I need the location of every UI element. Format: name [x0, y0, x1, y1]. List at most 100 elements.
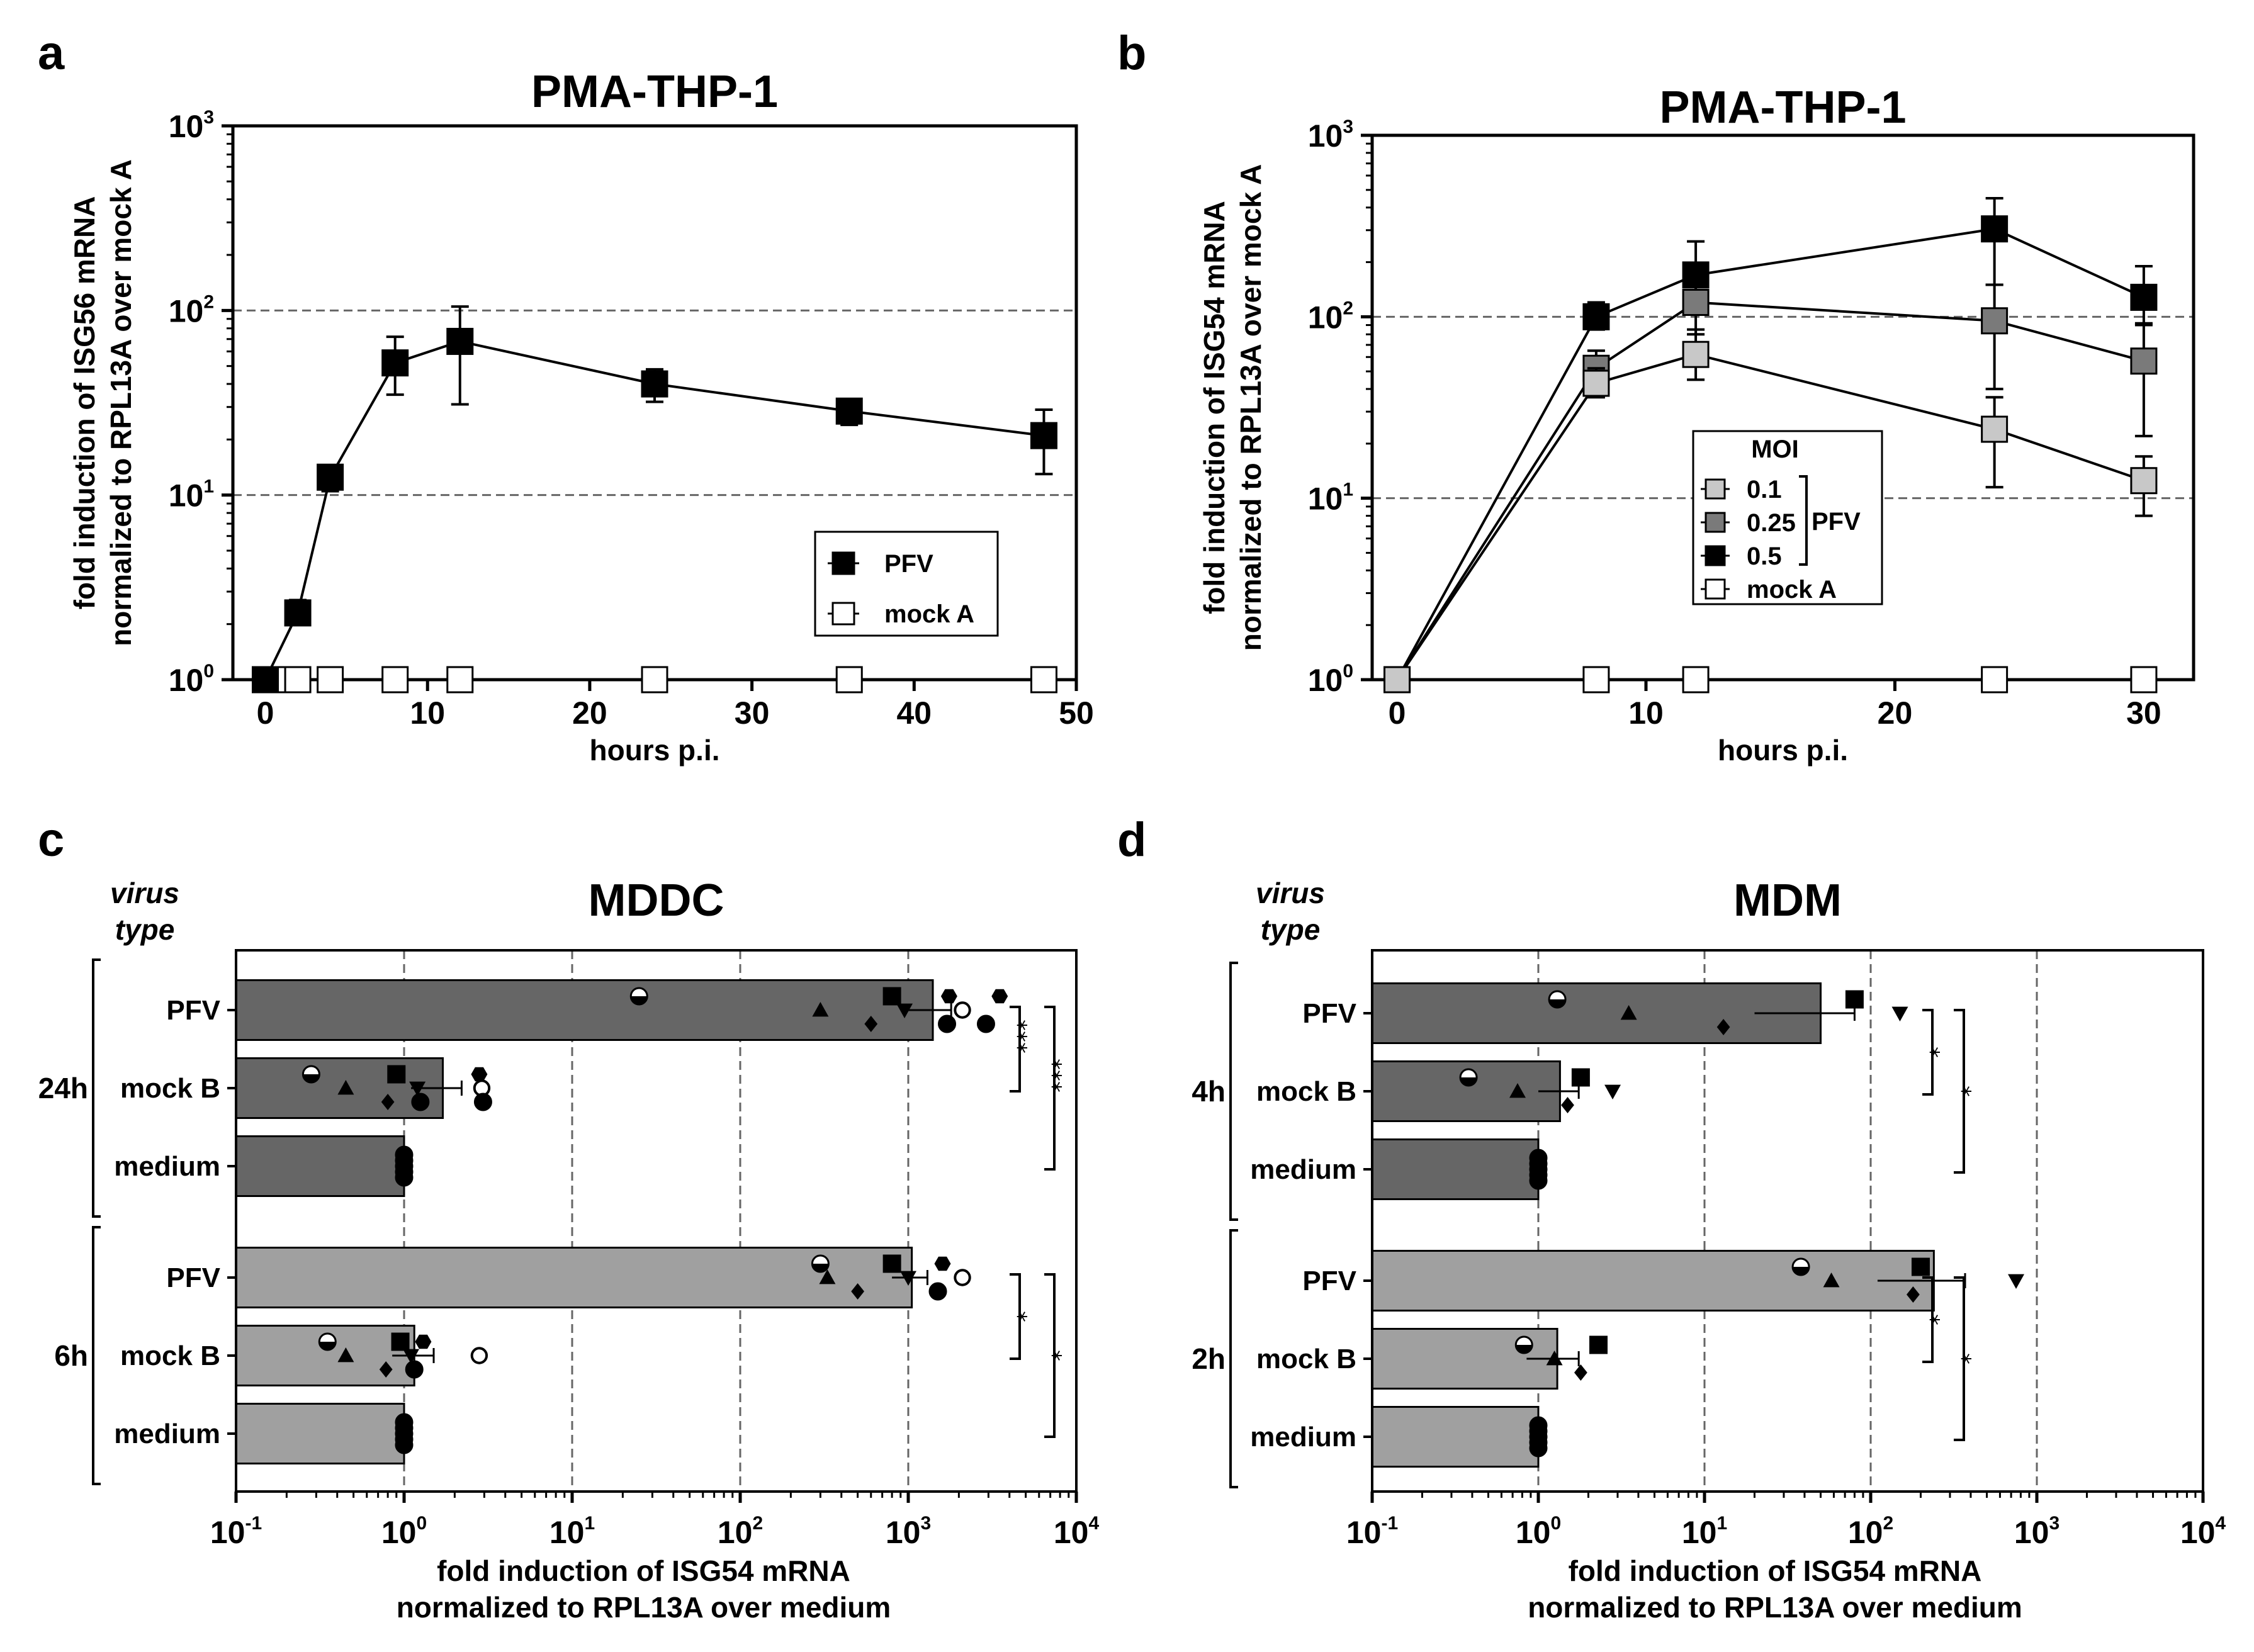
chart-c-sig-label-2: * [1013, 1311, 1039, 1322]
chart-b-ytick-label-0: 100 [1308, 661, 1353, 698]
chart-d-sig-label-3: * [1958, 1353, 1983, 1364]
chart-c-24h-pfv-point-0-half [631, 996, 648, 1004]
panel-d-label: d [1117, 813, 1146, 867]
chart-d-2h-pfv-point-0 [1791, 1257, 1810, 1276]
chart-c-24h-mockb-point-3 [387, 1065, 406, 1084]
chart-b-legend-marker-3 [1705, 578, 1726, 600]
chart-d-4h-pfv-label: PFV [1302, 998, 1356, 1029]
chart-c-24h-pfv-point-6 [940, 989, 957, 1004]
chart-d-2h-medium-label: medium [1250, 1422, 1356, 1453]
panel-b-label: b [1117, 26, 1146, 80]
chart-c-24h-mockb-point-4 [409, 1081, 426, 1096]
chart-d-group-bracket-1 [1229, 1229, 1238, 1488]
chart-d-2h-mockb-point-0 [1514, 1335, 1533, 1354]
chart-b-legend-label-3: mock A [1747, 576, 1837, 604]
chart-d-2h-mockb-label: mock B [1256, 1344, 1356, 1374]
chart-d-4h-medium-bar [1371, 1138, 1540, 1200]
chart-d-4h-medium-label: medium [1250, 1154, 1356, 1185]
chart-d-sig-bracket-3 [1954, 1276, 1965, 1441]
chart-d-2h-mockb-point-2 [1574, 1364, 1587, 1381]
chart-c-6h-medium-bar [235, 1403, 405, 1464]
panel-b-chart: PMA-THP-1 100 101 102 103 0 10 20 30 hours p.i. fo… [1198, 82, 2195, 767]
chart-b-ylabel-2: normalized to RPL13A over mock A [1234, 164, 1267, 651]
chart-a-series-pfv-point-6 [835, 397, 863, 425]
chart-c-6h-pfv-point-2 [851, 1283, 865, 1300]
chart-b-series-01-point-2 [1682, 340, 1710, 368]
chart-d-2h-mockb-point-3 [1589, 1335, 1608, 1354]
chart-b-xtick-label-1: 10 [1628, 695, 1664, 731]
chart-b-series-05-point-3 [1981, 215, 2009, 243]
chart-d-xtick-label-5: 104 [2180, 1513, 2226, 1550]
chart-d-xtick-label-1: 100 [1516, 1513, 1561, 1550]
chart-a-ylabel-1: fold induction of ISG56 mRNA [68, 196, 101, 610]
chart-b-series-01-point-3 [1981, 415, 2009, 443]
chart-b-series-mocka-point-3 [1981, 666, 2009, 694]
chart-c-6h-mockb-label: mock B [120, 1340, 220, 1371]
chart-c-xtick-label-3: 102 [718, 1513, 763, 1550]
chart-d-xtick-label-2: 101 [1682, 1513, 1727, 1550]
chart-c-6h-pfv-label: PFV [166, 1262, 220, 1293]
panel-c-chart: MDDC virus type PFV mock B medium 24h PFV mock B… [38, 875, 1100, 1624]
chart-a-xtick-label-1: 10 [410, 695, 445, 731]
chart-c-6h-pfv-point-5 [928, 1282, 947, 1301]
chart-c-group-bracket-1 [92, 1226, 101, 1485]
chart-d-2h-medium-point-4 [1529, 1439, 1548, 1458]
chart-c-24h-pfv-point-4 [896, 1003, 913, 1018]
chart-c-6h-pfv-point-0-half [812, 1264, 829, 1273]
chart-c-6h-medium-point-4 [395, 1436, 414, 1454]
chart-a-series-pfv-point-3 [381, 349, 409, 377]
chart-d-4h-mockb-point-2 [1561, 1097, 1574, 1113]
chart-d-title: MDM [1733, 875, 1842, 926]
chart-c-24h-pfv-point-3 [882, 987, 901, 1006]
chart-c-24h-mockb-label: mock B [120, 1073, 220, 1104]
chart-c-sig-bracket-3 [1044, 1273, 1056, 1438]
chart-b-ytick-label-2: 102 [1308, 298, 1353, 335]
chart-d-xlabel-1: fold induction of ISG54 mRNA [1569, 1554, 1982, 1587]
chart-c-6h-mockb-point-1 [337, 1347, 354, 1363]
chart-c-24h-pfv-point-5 [938, 1014, 957, 1033]
chart-c-24h-pfv-label: PFV [166, 995, 220, 1026]
chart-d-4h-mockb-label: mock B [1256, 1076, 1356, 1107]
chart-d-2h-pfv-bar [1371, 1250, 1935, 1312]
chart-c-24h-mockb-point-0-half [303, 1074, 320, 1082]
chart-b-title: PMA-THP-1 [1660, 82, 1907, 133]
chart-b-series-mocka-point-1 [1582, 666, 1610, 694]
chart-c-24h-pfv-bar [235, 979, 934, 1041]
chart-b-legend-marker-0 [1705, 478, 1726, 500]
chart-c-24h-mockb-point-8 [473, 1093, 492, 1111]
chart-c-6h-pfv-point-4 [900, 1271, 916, 1286]
chart-b-legend-marker-2 [1705, 545, 1726, 566]
chart-b-legend-title: MOI [1751, 435, 1799, 463]
chart-c-xtick-label-2: 101 [549, 1513, 595, 1550]
chart-d-2h-pfv-point-0-half [1793, 1267, 1810, 1276]
chart-d-4h-mockb-point-0-half [1460, 1077, 1477, 1086]
chart-d-xtick-label-4: 103 [2014, 1513, 2060, 1550]
chart-b-series-mocka-point-4 [2130, 666, 2158, 694]
chart-c-6h-mockb-point-7 [470, 1347, 488, 1364]
chart-c-6h-mockb-point-0 [318, 1332, 337, 1351]
chart-a-ytick-label-3: 103 [169, 107, 214, 144]
chart-b-series-01-point-1 [1582, 369, 1610, 397]
chart-c-6h-pfv-point-1 [819, 1269, 836, 1284]
chart-a-xlabel: hours p.i. [590, 734, 720, 767]
panel-a-label: a [38, 26, 65, 80]
chart-a-xtick-label-3: 30 [735, 695, 770, 731]
chart-c-xlabel-2: normalized to RPL13A over medium [397, 1591, 891, 1624]
chart-c-6h-pfv-point-6 [934, 1256, 951, 1271]
chart-b-legend-label-0: 0.1 [1747, 476, 1782, 503]
chart-c-group-label-1: 6h [54, 1339, 88, 1372]
chart-c-sig-label-1: *** [1048, 1059, 1074, 1093]
chart-b-series-mocka-point-2 [1682, 666, 1710, 694]
chart-c-6h-pfv-point-0 [811, 1254, 830, 1273]
chart-c-6h-mockb-point-3 [391, 1332, 410, 1351]
chart-d-4h-pfv-point-4 [1891, 1006, 1908, 1021]
chart-d-4h-mockb-point-0 [1459, 1068, 1478, 1087]
chart-c-24h-mockb-point-5 [411, 1093, 430, 1111]
chart-c-sig-label-3: * [1048, 1350, 1074, 1361]
chart-c-frame [235, 949, 1078, 1493]
chart-c-24h-medium-point-4 [395, 1168, 414, 1187]
chart-b-series-05-point-1 [1582, 303, 1610, 330]
chart-a-ytick-label-2: 102 [169, 291, 214, 329]
chart-c-24h-pfv-point-2 [864, 1016, 878, 1032]
